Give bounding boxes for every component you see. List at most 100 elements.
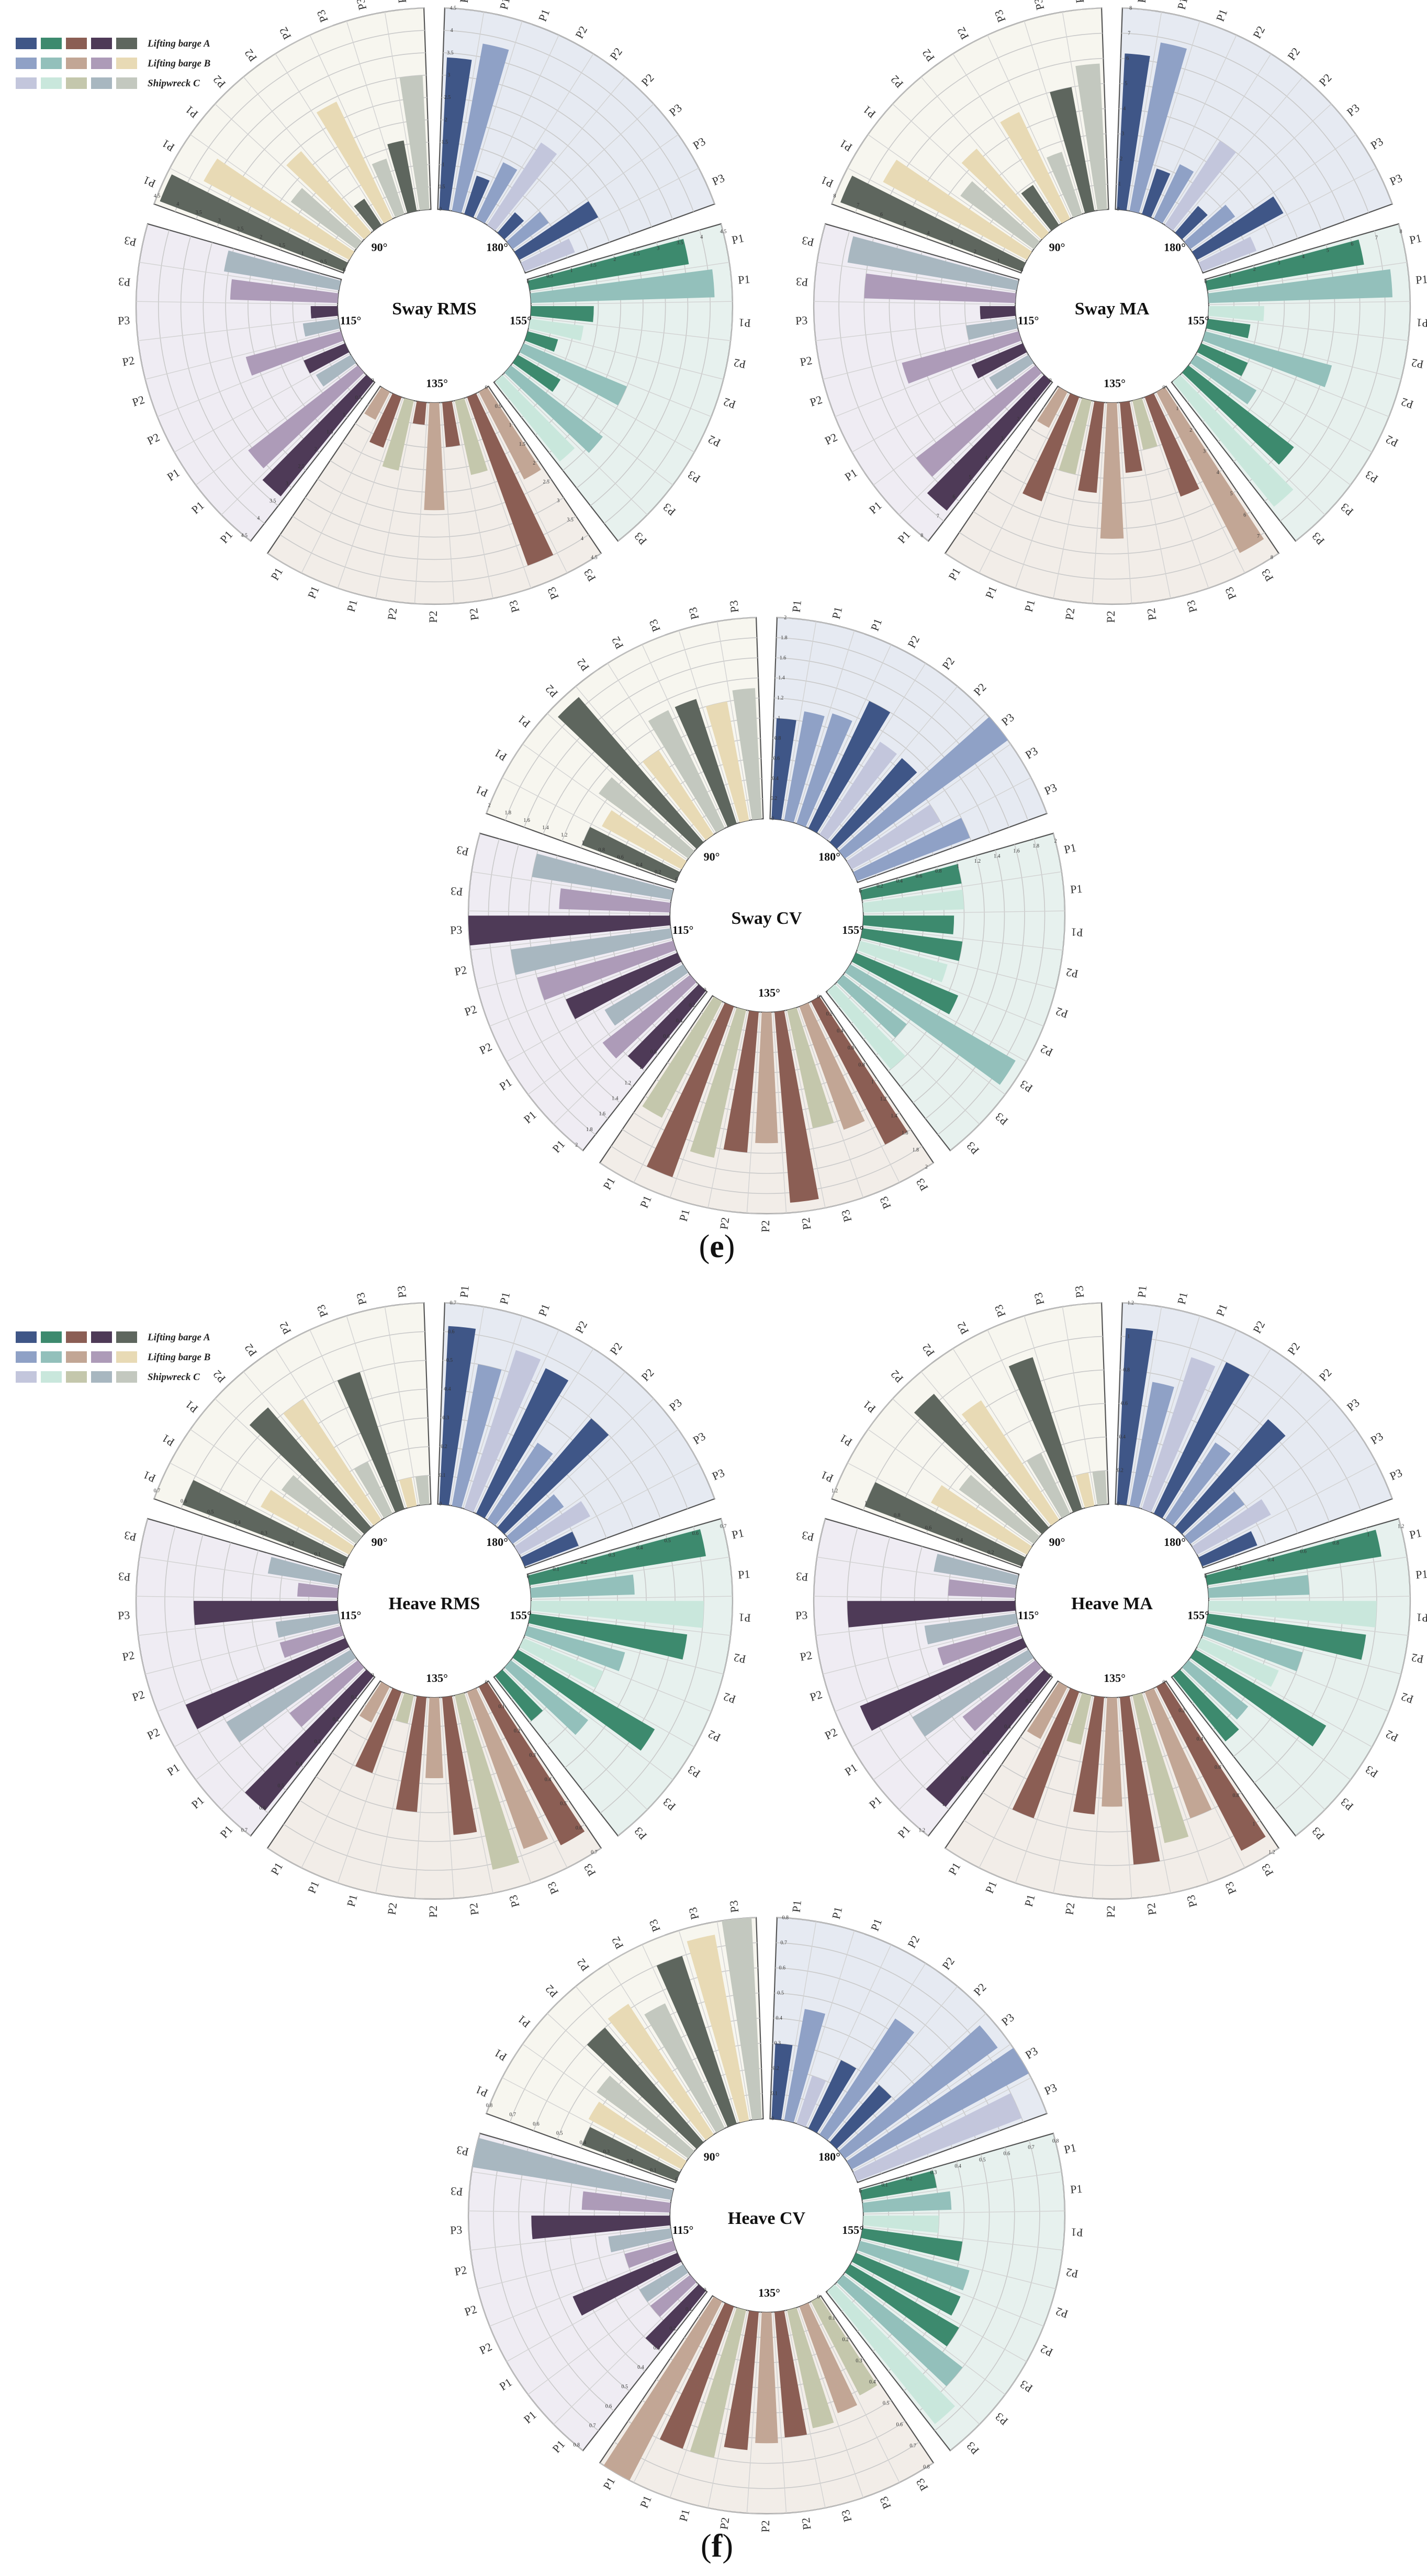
bar — [1075, 1473, 1095, 1508]
category-label: P2 — [1054, 2304, 1070, 2321]
grid-spoke — [301, 392, 392, 573]
grid-spoke — [1143, 1692, 1209, 1883]
grid-ring — [508, 844, 608, 1120]
tick-label: 2 — [784, 615, 786, 620]
category-label: P3 — [450, 2223, 462, 2236]
category-label: P2 — [572, 1318, 590, 1335]
grid-spoke — [221, 1668, 366, 1810]
tick-label: 3 — [1121, 131, 1124, 137]
category-label: P3 — [1338, 1795, 1356, 1813]
caption-f-close: ) — [722, 2528, 733, 2564]
bar — [650, 2275, 696, 2317]
bar — [1198, 236, 1257, 272]
bar — [1208, 1575, 1310, 1598]
category-label: P2 — [463, 2302, 478, 2319]
category-label: P3 — [877, 2494, 894, 2511]
grid-ring — [523, 657, 758, 828]
category-label: P3 — [1338, 501, 1356, 518]
bar — [771, 718, 796, 820]
bar — [262, 375, 374, 496]
tick-label: 1.4 — [891, 1113, 897, 1119]
category-label: P3 — [545, 585, 561, 601]
bar — [1117, 1328, 1153, 1506]
category-label: P2 — [799, 354, 813, 369]
tick-label: 0.3 — [774, 2041, 781, 2047]
bar — [279, 1626, 344, 1658]
grid-spoke — [716, 1921, 751, 2120]
category-label: P1 — [867, 499, 884, 516]
tick-label: 0.4 — [296, 1761, 303, 1767]
tick-label: 3 — [447, 72, 450, 78]
grid-ring — [831, 7, 1102, 205]
grid-ring — [847, 1528, 950, 1810]
bar — [980, 306, 1016, 320]
bar — [808, 2060, 857, 2133]
tick-label: 0.7 — [1028, 2144, 1035, 2150]
tick-label: 1.2 — [880, 1096, 887, 1102]
category-label: P3 — [727, 600, 741, 613]
category-label: P1 — [1415, 273, 1427, 287]
grid-ring — [543, 2154, 630, 2392]
grid-ring — [174, 30, 425, 212]
grid-spoke — [174, 1648, 351, 1747]
grid-ring — [945, 552, 1279, 605]
grid-ring — [443, 1331, 688, 1509]
tick-label: 1.5 — [441, 140, 448, 145]
tick-label: 3.5 — [195, 210, 202, 216]
grid-ring — [153, 1302, 424, 1499]
category-label: P3 — [838, 1208, 854, 1224]
category-label: P1 — [165, 466, 182, 484]
tick-label: 0.2 — [842, 2337, 849, 2343]
grid-ring — [486, 1917, 757, 2114]
tick-label: 0.2 — [1026, 1698, 1032, 1704]
legend-swatch — [16, 77, 37, 89]
bar — [1153, 164, 1194, 223]
category-label: P1 — [983, 584, 999, 601]
bar — [787, 2308, 834, 2428]
tick-label: 0.4 — [545, 1777, 552, 1782]
bar — [364, 387, 390, 420]
grid-spoke — [860, 2239, 1056, 2289]
category-label: P2 — [706, 1727, 723, 1745]
grid-spoke — [527, 973, 690, 1095]
tick-label: 0.6 — [896, 2422, 903, 2427]
category-label: P2 — [759, 2520, 772, 2532]
bar — [602, 810, 687, 869]
tick-label: 4.5 — [154, 193, 161, 199]
grid-spoke — [346, 1316, 407, 1509]
bar — [1066, 1693, 1092, 1745]
grid-spoke — [835, 1636, 1023, 1712]
grid-ring — [283, 1824, 586, 1871]
bar — [863, 916, 954, 934]
bar — [224, 250, 341, 290]
category-label: P2 — [722, 395, 737, 411]
grid-spoke — [716, 621, 751, 820]
category-label: P1 — [837, 137, 855, 154]
tick-label: 6 — [953, 494, 956, 500]
tick-label: 1.5 — [519, 442, 526, 447]
tick-label: 3.5 — [567, 517, 574, 523]
tick-label: 5 — [1230, 491, 1233, 497]
tick-label: 2 — [488, 803, 491, 808]
tick-label: 5 — [969, 474, 971, 480]
bar — [487, 142, 557, 231]
tick-label: 0 — [817, 2294, 820, 2300]
grid-ring — [1120, 1369, 1330, 1522]
bar — [524, 331, 558, 352]
bar — [452, 43, 509, 213]
grid-spoke — [511, 364, 673, 485]
category-label: P3 — [667, 1396, 684, 1414]
tick-label: 2 — [1189, 427, 1192, 433]
bar — [479, 1682, 585, 1846]
tick-label: 0.4 — [869, 2379, 876, 2385]
bar — [514, 1501, 590, 1555]
bar — [527, 1529, 706, 1585]
center-hole — [341, 1507, 528, 1694]
category-label: P1 — [895, 528, 913, 546]
chart-title: Sway MA — [1075, 299, 1150, 319]
grid-spoke — [462, 21, 523, 214]
category-label: P1 — [474, 783, 490, 800]
category-label: P3 — [710, 171, 726, 188]
grid-spoke — [275, 1348, 383, 1519]
tick-label: 0.2 — [626, 2159, 633, 2164]
